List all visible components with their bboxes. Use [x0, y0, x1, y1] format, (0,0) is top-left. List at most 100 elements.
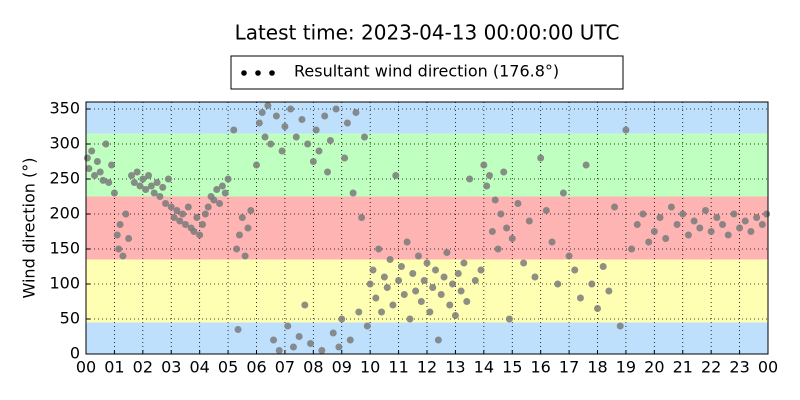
data-point [565, 252, 573, 260]
data-point [176, 217, 184, 225]
data-point [500, 168, 508, 176]
data-point [272, 112, 280, 120]
data-point [335, 343, 343, 351]
data-point [639, 210, 647, 218]
data-point [463, 298, 471, 305]
data-point [432, 266, 440, 274]
data-point [466, 175, 474, 183]
data-point [457, 287, 465, 295]
data-point [667, 203, 675, 211]
y-tick-label: 200 [49, 204, 80, 223]
data-point [127, 172, 135, 179]
data-point [156, 193, 164, 200]
data-point [471, 277, 479, 284]
data-point [594, 305, 601, 312]
data-point [275, 347, 283, 354]
data-point [190, 228, 198, 235]
data-point [741, 217, 749, 225]
data-point [184, 203, 192, 211]
data-point [684, 231, 692, 239]
data-point [170, 214, 178, 221]
data-point [122, 210, 130, 218]
y-tick-label: 0 [70, 344, 80, 363]
y-axis-label: Wind direction (°) [20, 158, 39, 299]
data-point [707, 228, 715, 235]
plot-frame [85, 101, 769, 355]
data-point [201, 210, 209, 218]
data-point [99, 176, 107, 184]
x-tick-label: 04 [189, 358, 209, 377]
x-tick-label: 21 [673, 358, 693, 377]
data-point [304, 140, 312, 148]
data-point [753, 214, 761, 221]
data-point [278, 147, 286, 155]
data-point [605, 287, 613, 295]
x-tick-label: 05 [218, 358, 238, 377]
data-point [679, 210, 687, 218]
data-point [417, 298, 425, 305]
data-point [210, 196, 218, 204]
data-point [125, 235, 133, 242]
data-point [454, 270, 462, 277]
data-point [358, 214, 366, 221]
y-tick-label: 250 [49, 169, 80, 188]
data-point [696, 224, 704, 232]
data-point [150, 189, 158, 197]
legend: Resultant wind direction (176.8°) [230, 55, 624, 90]
x-tick-label: 00 [76, 358, 96, 377]
data-point [599, 263, 607, 270]
data-point [281, 123, 289, 130]
data-point [434, 336, 442, 344]
data-point [423, 259, 431, 267]
data-point [341, 154, 349, 162]
data-point [318, 347, 326, 354]
data-point [429, 284, 437, 291]
data-point [284, 322, 292, 330]
x-tick-label: 00 [758, 358, 778, 377]
data-point [173, 207, 181, 214]
y-tick-label: 50 [60, 309, 80, 328]
x-tick-label: 14 [474, 358, 494, 377]
data-point [153, 179, 161, 186]
data-point [108, 161, 116, 169]
x-tick-label: 07 [275, 358, 295, 377]
data-point [301, 301, 309, 309]
data-point [235, 231, 243, 239]
data-point [446, 301, 454, 309]
y-tick-label: 300 [49, 134, 80, 153]
data-point [426, 308, 434, 316]
data-point [83, 154, 91, 162]
data-point [508, 235, 516, 242]
data-point [179, 210, 187, 218]
data-point [253, 161, 260, 169]
data-point [582, 161, 590, 169]
data-point [576, 294, 584, 302]
data-point [360, 133, 368, 141]
data-point [645, 238, 653, 246]
data-point [443, 249, 451, 256]
data-point [730, 210, 738, 218]
data-point [247, 207, 255, 214]
data-point [324, 168, 332, 176]
data-point [531, 273, 539, 281]
data-point [713, 214, 721, 221]
x-tick-label: 13 [445, 358, 465, 377]
data-point [230, 126, 238, 134]
legend-box [230, 55, 624, 90]
data-point [409, 270, 417, 277]
data-point [622, 126, 630, 134]
data-point [375, 245, 383, 253]
legend-marker [241, 70, 275, 76]
data-point [233, 245, 241, 253]
data-point [494, 245, 502, 253]
data-point [85, 165, 93, 172]
data-point [292, 133, 300, 141]
data-point [96, 168, 104, 176]
data-point [116, 221, 124, 228]
data-point [412, 287, 420, 295]
data-point [380, 273, 388, 281]
data-point [241, 252, 249, 260]
data-point [395, 277, 403, 284]
data-point [224, 175, 232, 183]
data-point [486, 172, 494, 179]
